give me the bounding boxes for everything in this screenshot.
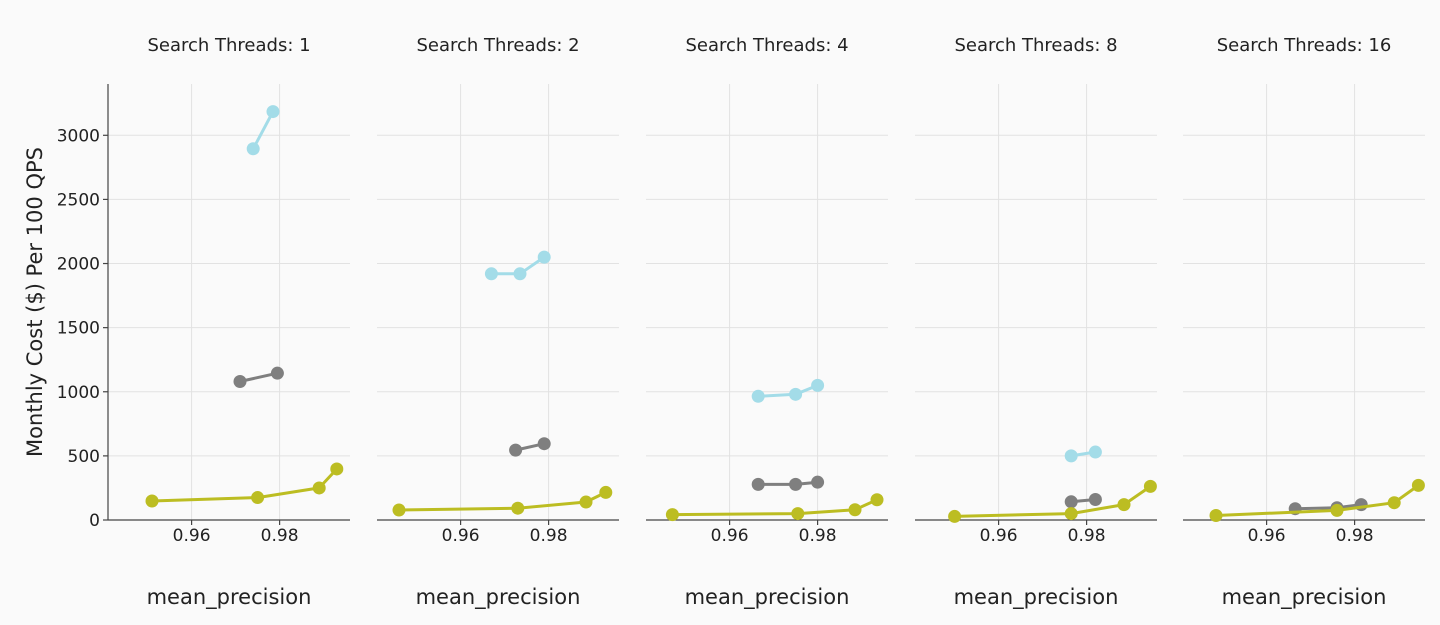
y-tick-label: 1500 [57,319,100,339]
x-tick-label: 0.98 [530,526,568,546]
x-axis-title: mean_precision [685,585,850,610]
series-line [954,485,1152,518]
data-point [513,267,527,281]
data-point [1088,492,1102,506]
series-layer [145,105,1425,523]
x-tick-label: 0.96 [173,526,211,546]
data-point [811,378,825,392]
y-tick-label: 3000 [57,126,100,146]
data-point [484,267,498,281]
series-line [151,467,338,503]
data-point [1117,498,1131,512]
x-tick-label: 0.98 [1336,526,1374,546]
facet-title: Search Threads: 8 [954,35,1117,56]
x-tick-label: 0.96 [1248,526,1286,546]
data-point [848,503,862,517]
data-point [1064,449,1078,463]
series-line [251,110,275,150]
data-point [751,389,765,403]
data-point [251,491,265,505]
data-point [870,493,884,507]
x-tick-label: 0.98 [1068,526,1106,546]
series-line [758,480,818,486]
series-line [1215,484,1420,517]
data-point [537,437,551,451]
data-point [145,494,159,508]
data-point [1064,495,1078,509]
x-axis-title: mean_precision [416,585,581,610]
x-tick-label: 0.96 [442,526,480,546]
data-point [511,501,525,515]
facet-title: Search Threads: 2 [416,35,579,56]
data-point [811,475,825,489]
series-line [672,498,878,517]
data-point [1064,507,1078,521]
y-tick-label: 0 [89,511,100,531]
data-point [1143,479,1157,493]
data-point [1387,496,1401,510]
grid-layer [108,84,1425,520]
data-point [330,462,344,476]
series-line [398,491,607,512]
facet-title: Search Threads: 1 [147,35,310,56]
data-point [509,443,523,457]
facet-title: Search Threads: 16 [1217,35,1392,56]
facet-title: Search Threads: 4 [685,35,848,56]
axes-layer [103,84,1425,525]
data-point [537,250,551,264]
data-point [1088,445,1102,459]
y-tick-label: 1000 [57,383,100,403]
x-tick-label: 0.96 [711,526,749,546]
text-layer: 0 500 1000 1500 2000 2500 3000 0.96 0.98 Search T… [57,35,1392,610]
y-tick-label: 500 [68,447,100,467]
data-point [233,375,247,389]
data-point [579,495,593,509]
x-tick-label: 0.96 [980,526,1018,546]
x-axis-title: mean_precision [147,585,312,610]
x-axis-title: mean_precision [1222,585,1387,610]
data-point [1209,509,1223,523]
y-tick-label: 2500 [57,190,100,210]
data-point [270,366,284,380]
data-point [312,481,326,495]
data-point [1411,478,1425,492]
data-point [392,503,406,517]
data-point [751,477,765,491]
data-point [599,485,613,499]
series-line [758,384,819,398]
data-point [246,142,260,156]
data-point [1330,503,1344,517]
y-tick-label: 2000 [57,255,100,275]
x-tick-label: 0.98 [799,526,837,546]
x-axis-title: mean_precision [954,585,1119,610]
data-point [789,477,803,491]
data-point [266,105,280,119]
y-axis-title: Monthly Cost ($) Per 100 QPS [23,147,47,457]
data-point [948,509,962,523]
data-point [665,508,679,522]
data-point [791,507,805,521]
data-point [789,387,803,401]
x-tick-label: 0.98 [261,526,299,546]
